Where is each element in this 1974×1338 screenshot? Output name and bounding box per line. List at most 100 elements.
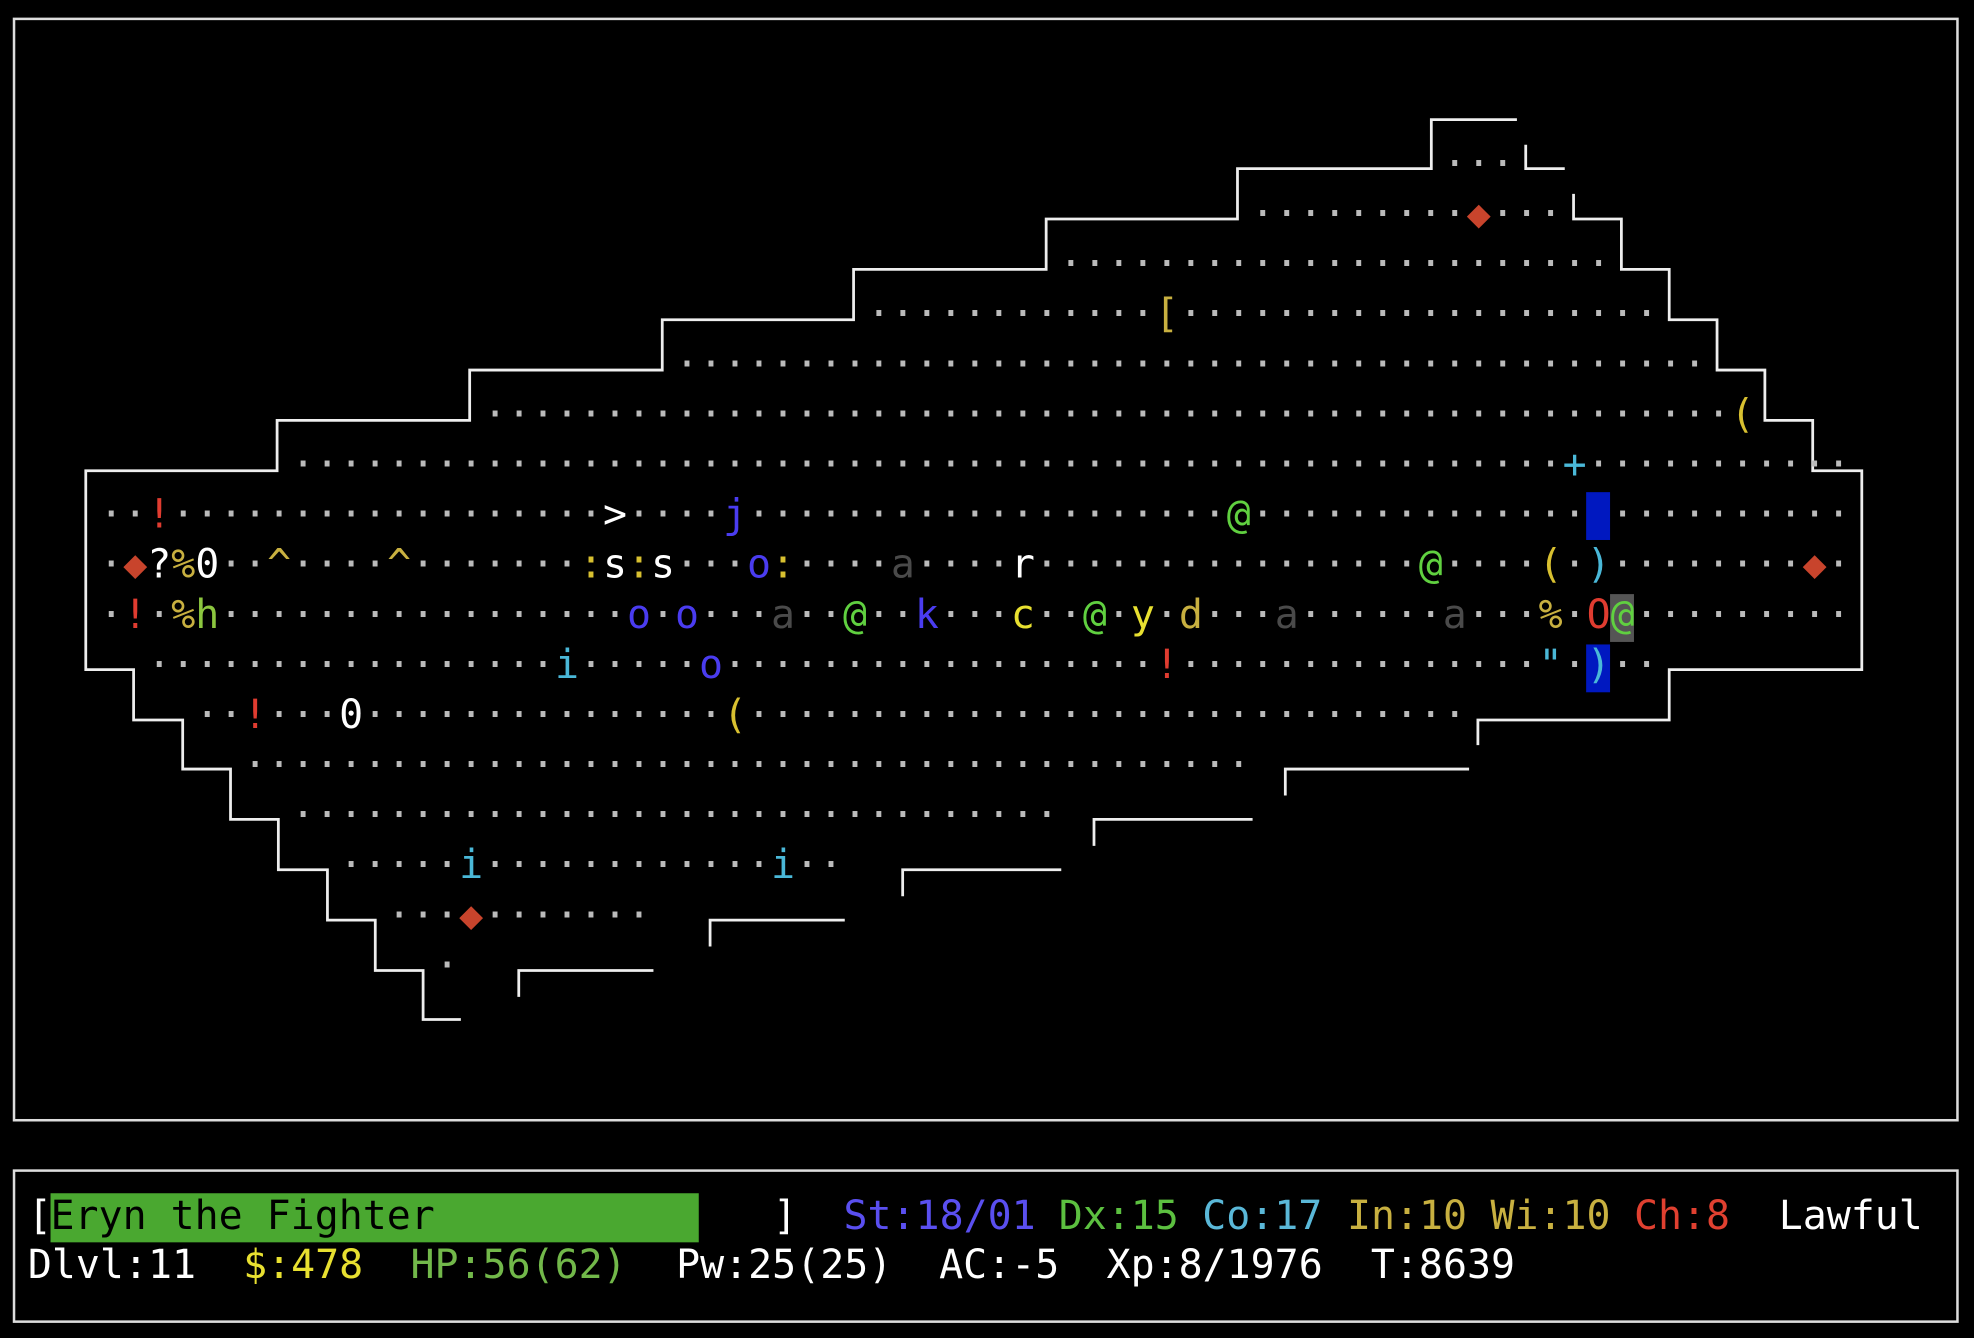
map-glyph: · xyxy=(891,641,915,687)
map-glyph: · xyxy=(843,341,867,387)
map-glyph: ! xyxy=(123,591,147,637)
map-glyph xyxy=(75,691,99,737)
map-glyph: · xyxy=(1371,391,1395,437)
map-glyph: · xyxy=(627,892,651,938)
map-glyph: · xyxy=(123,491,147,537)
map-glyph: · xyxy=(699,792,723,838)
map-glyph xyxy=(1131,140,1155,186)
map-glyph xyxy=(915,190,939,236)
map-glyph: · xyxy=(867,691,891,737)
map-glyph xyxy=(531,291,555,337)
map-glyph xyxy=(195,942,219,988)
map-glyph: · xyxy=(867,541,891,587)
map-glyph xyxy=(147,742,171,788)
map-glyph: · xyxy=(1611,441,1635,487)
map-glyph: > xyxy=(603,491,627,537)
map-glyph: · xyxy=(1419,691,1443,737)
map-glyph: o xyxy=(627,591,651,637)
map-glyph xyxy=(1011,190,1035,236)
map-glyph xyxy=(771,140,795,186)
map-glyph xyxy=(651,241,675,287)
map-glyph: · xyxy=(1395,241,1419,287)
map-glyph xyxy=(51,391,75,437)
map-glyph: · xyxy=(363,541,387,587)
map-glyph: · xyxy=(1179,391,1203,437)
map-glyph: : xyxy=(627,541,651,587)
map-glyph: · xyxy=(1419,291,1443,337)
map-glyph: · xyxy=(867,792,891,838)
map-glyph: · xyxy=(1443,641,1467,687)
map-glyph: · xyxy=(1299,491,1323,537)
map-glyph: ^ xyxy=(387,541,411,587)
map-glyph: · xyxy=(1203,742,1227,788)
map-glyph: · xyxy=(291,641,315,687)
map-glyph xyxy=(147,391,171,437)
map-glyph: · xyxy=(1395,541,1419,587)
map-glyph xyxy=(267,792,291,838)
map-glyph: · xyxy=(1323,391,1347,437)
map-glyph: · xyxy=(1179,691,1203,737)
map-glyph: · xyxy=(627,391,651,437)
status-field: Eryn the Fighter xyxy=(51,1193,435,1239)
map-glyph xyxy=(195,391,219,437)
map-glyph: · xyxy=(939,491,963,537)
map-glyph: · xyxy=(1347,641,1371,687)
map-glyph xyxy=(3,691,27,737)
map-glyph: · xyxy=(507,792,531,838)
map-glyph xyxy=(99,341,123,387)
map-glyph: · xyxy=(1011,341,1035,387)
map-glyph: · xyxy=(1635,441,1659,487)
map-glyph: · xyxy=(819,341,843,387)
map-glyph: · xyxy=(843,641,867,687)
map-glyph: · xyxy=(603,691,627,737)
map-glyph: · xyxy=(339,441,363,487)
map-glyph: s xyxy=(603,541,627,587)
map-glyph xyxy=(291,892,315,938)
map-glyph: · xyxy=(627,792,651,838)
map-glyph xyxy=(483,291,507,337)
map-glyph: · xyxy=(1491,241,1515,287)
map-glyph xyxy=(195,742,219,788)
map-glyph: · xyxy=(435,942,459,988)
map-glyph: · xyxy=(1107,641,1131,687)
map-glyph: · xyxy=(243,541,267,587)
map-glyph xyxy=(51,190,75,236)
map-glyph: · xyxy=(411,892,435,938)
map-glyph: · xyxy=(1467,591,1491,637)
map-glyph: · xyxy=(1227,391,1251,437)
map-glyph xyxy=(291,942,315,988)
map-glyph xyxy=(75,441,99,487)
map-glyph: · xyxy=(1443,441,1467,487)
map-glyph: · xyxy=(987,541,1011,587)
map-glyph: · xyxy=(1539,241,1563,287)
map-glyph: · xyxy=(1803,591,1827,637)
map-glyph: · xyxy=(963,391,987,437)
map-glyph xyxy=(675,190,699,236)
map-glyph xyxy=(339,391,363,437)
map-glyph xyxy=(1419,140,1443,186)
status-field: In:10 xyxy=(1347,1193,1467,1239)
map-glyph: · xyxy=(1275,541,1299,587)
map-glyph: · xyxy=(1251,291,1275,337)
map-glyph xyxy=(603,241,627,287)
map-glyph: · xyxy=(675,691,699,737)
map-glyph: · xyxy=(1299,441,1323,487)
map-glyph: · xyxy=(1251,441,1275,487)
map-glyph xyxy=(267,892,291,938)
map-glyph: · xyxy=(939,441,963,487)
map-glyph xyxy=(27,541,51,587)
map-glyph: · xyxy=(603,441,627,487)
map-glyph: · xyxy=(1083,641,1107,687)
map-glyph: · xyxy=(1299,591,1323,637)
map-glyph: · xyxy=(1659,541,1683,587)
map-glyph: · xyxy=(1347,391,1371,437)
wall xyxy=(708,918,845,947)
map-glyph xyxy=(531,341,555,387)
map-glyph: · xyxy=(1227,241,1251,287)
map-glyph: · xyxy=(1515,591,1539,637)
wall xyxy=(84,118,1517,1021)
map-glyph: · xyxy=(1395,591,1419,637)
map-glyph: · xyxy=(555,591,579,637)
map-glyph xyxy=(1323,140,1347,186)
map-glyph: · xyxy=(1443,241,1467,287)
